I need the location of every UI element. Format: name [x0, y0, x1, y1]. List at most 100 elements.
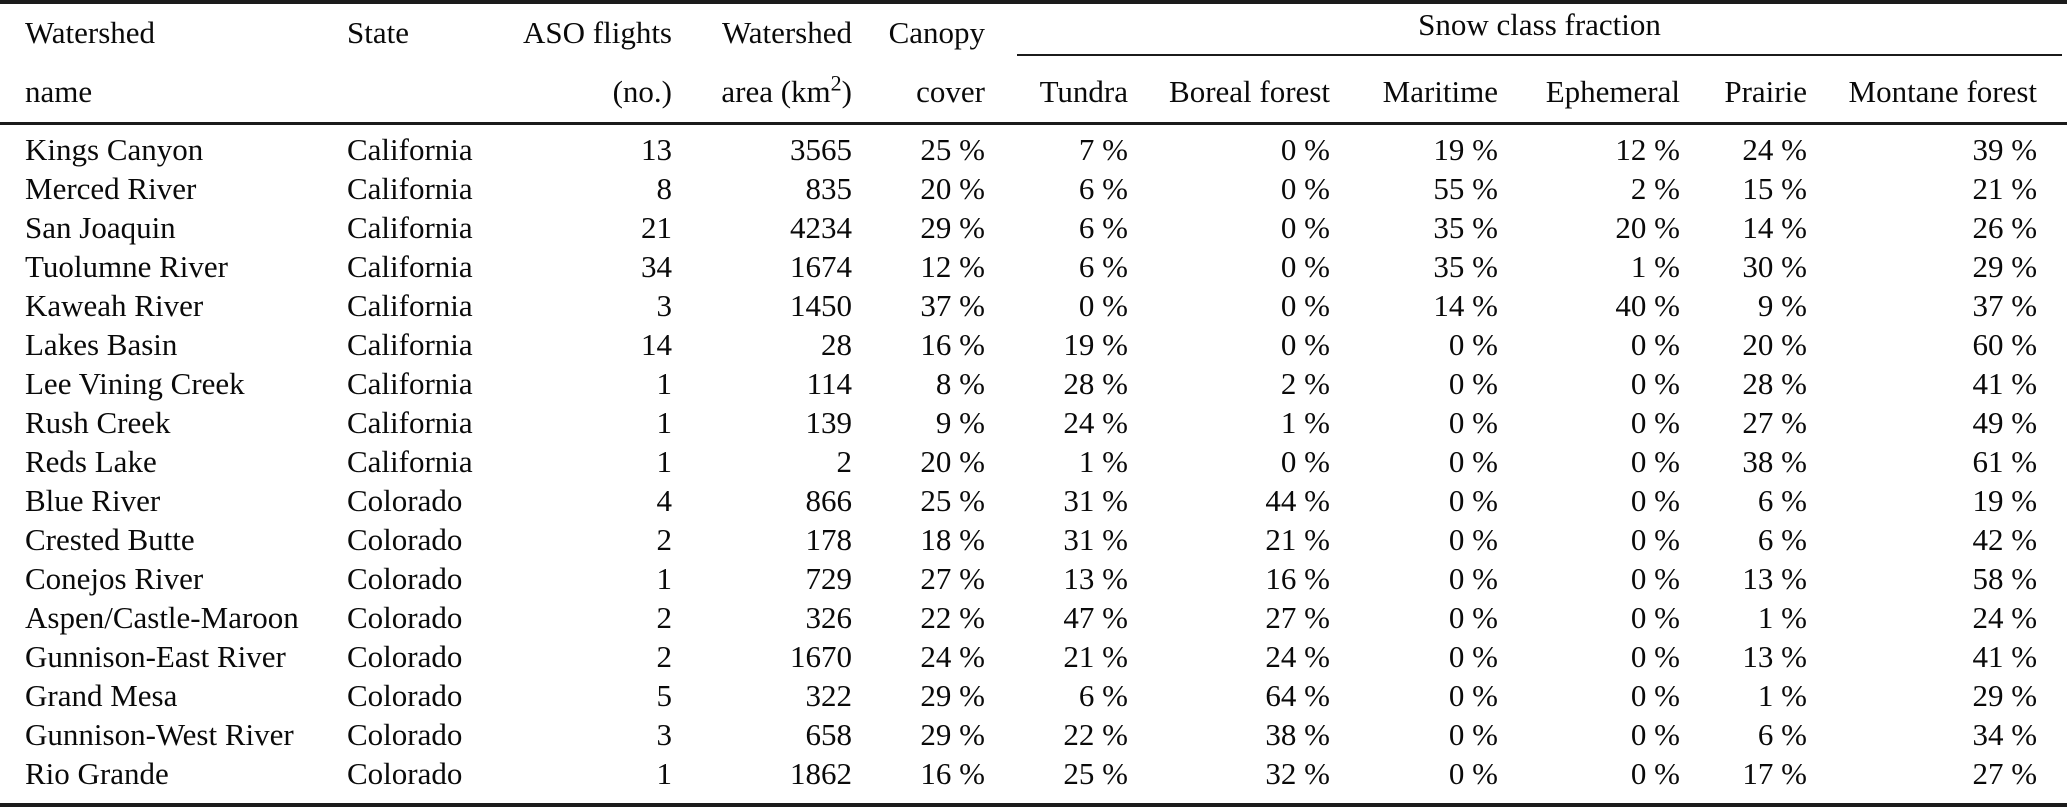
cell-name: Rush Creek: [25, 405, 171, 440]
table-row: Reds Lake California 1 2 20 % 1 % 0 % 0 % 0 % 38 …: [0, 442, 2067, 481]
cell-area: 1670: [790, 639, 852, 674]
cell-montane: 61 %: [1972, 444, 2038, 479]
cell-name: Kaweah River: [25, 288, 204, 323]
header-tundra: Tundra: [985, 60, 1128, 125]
cell-area: 658: [805, 717, 853, 752]
cell-canopy: 25 %: [920, 132, 985, 167]
snow-group-label: Snow class fraction: [1017, 8, 2063, 56]
cell-montane: 41 %: [1972, 639, 2038, 674]
cell-area: 28: [821, 327, 852, 362]
cell-montane: 29 %: [1972, 678, 2038, 713]
cell-montane: 34 %: [1972, 717, 2038, 752]
cell-ephemeral: 0 %: [1630, 561, 1680, 596]
header-prairie: Prairie: [1680, 60, 1807, 125]
table-row: Kings Canyon California 13 3565 25 % 7 % 0 % 19…: [0, 124, 2067, 170]
cell-maritime: 0 %: [1448, 483, 1498, 518]
cell-prairie: 13 %: [1742, 639, 1807, 674]
cell-canopy: 24 %: [920, 639, 985, 674]
header-montane-forest: Montane forest: [1807, 60, 2067, 125]
cell-prairie: 1 %: [1757, 678, 1807, 713]
cell-maritime: 0 %: [1448, 600, 1498, 635]
cell-state: California: [347, 132, 473, 167]
cell-area: 114: [806, 366, 852, 401]
cell-boreal: 2 %: [1280, 366, 1330, 401]
table-row: Lakes Basin California 14 28 16 % 19 % 0 % 0 % 0…: [0, 325, 2067, 364]
cell-prairie: 17 %: [1742, 756, 1807, 791]
cell-boreal: 1 %: [1280, 405, 1330, 440]
cell-tundra: 6 %: [1078, 249, 1128, 284]
cell-ephemeral: 2 %: [1630, 171, 1680, 206]
header-canopy-line2: cover: [852, 60, 985, 125]
table-body: Kings Canyon California 13 3565 25 % 7 % 0 % 19…: [0, 124, 2067, 806]
cell-flights: 1: [656, 405, 673, 440]
cell-tundra: 28 %: [1063, 366, 1128, 401]
cell-maritime: 35 %: [1433, 210, 1498, 245]
table-row: Gunnison-East River Colorado 2 1670 24 % 21 %…: [0, 637, 2067, 676]
header-snow-class-fraction-group: Snow class fraction: [985, 2, 2067, 60]
cell-tundra: 24 %: [1063, 405, 1128, 440]
cell-canopy: 25 %: [920, 483, 985, 518]
header-state: State: [347, 14, 409, 50]
cell-flights: 1: [656, 561, 673, 596]
cell-tundra: 6 %: [1078, 171, 1128, 206]
cell-boreal: 0 %: [1280, 249, 1330, 284]
table-row: Grand Mesa Colorado 5 322 29 % 6 % 64 % 0 % 0 % 1…: [0, 676, 2067, 715]
cell-montane: 27 %: [1972, 756, 2038, 791]
cell-prairie: 28 %: [1742, 366, 1807, 401]
cell-name: Kings Canyon: [25, 132, 204, 167]
cell-flights: 14: [641, 327, 672, 362]
cell-state: California: [347, 327, 473, 362]
cell-canopy: 27 %: [920, 561, 985, 596]
cell-tundra: 6 %: [1078, 210, 1128, 245]
cell-name: Tuolumne River: [25, 249, 228, 284]
cell-boreal: 0 %: [1280, 132, 1330, 167]
cell-canopy: 12 %: [920, 249, 985, 284]
cell-canopy: 29 %: [920, 678, 985, 713]
cell-boreal: 0 %: [1280, 171, 1330, 206]
cell-tundra: 7 %: [1078, 132, 1128, 167]
cell-prairie: 13 %: [1742, 561, 1807, 596]
table-row: Tuolumne River California 34 1674 12 % 6 % 0 %…: [0, 247, 2067, 286]
cell-flights: 1: [656, 366, 673, 401]
cell-montane: 41 %: [1972, 366, 2038, 401]
cell-montane: 19 %: [1972, 483, 2038, 518]
cell-area: 729: [805, 561, 853, 596]
cell-ephemeral: 0 %: [1630, 483, 1680, 518]
cell-tundra: 47 %: [1063, 600, 1128, 635]
cell-ephemeral: 0 %: [1630, 522, 1680, 557]
cell-boreal: 27 %: [1265, 600, 1330, 635]
header-canopy-line1: Canopy: [888, 14, 985, 50]
cell-area: 866: [805, 483, 853, 518]
header-watershed-line2: name: [0, 60, 347, 125]
cell-tundra: 13 %: [1063, 561, 1128, 596]
cell-flights: 1: [656, 444, 673, 479]
cell-state: California: [347, 405, 473, 440]
cell-flights: 34: [641, 249, 672, 284]
cell-area: 4234: [790, 210, 852, 245]
cell-ephemeral: 20 %: [1615, 210, 1680, 245]
cell-canopy: 8 %: [935, 366, 985, 401]
cell-maritime: 0 %: [1448, 561, 1498, 596]
cell-maritime: 0 %: [1448, 444, 1498, 479]
cell-flights: 3: [656, 717, 673, 752]
cell-prairie: 38 %: [1742, 444, 1807, 479]
cell-ephemeral: 12 %: [1615, 132, 1680, 167]
cell-prairie: 15 %: [1742, 171, 1807, 206]
cell-state: Colorado: [347, 561, 463, 596]
cell-ephemeral: 0 %: [1630, 327, 1680, 362]
cell-name: Gunnison-West River: [25, 717, 294, 752]
cell-state: California: [347, 444, 473, 479]
cell-name: Lee Vining Creek: [25, 366, 245, 401]
cell-ephemeral: 0 %: [1630, 600, 1680, 635]
cell-area: 178: [805, 522, 853, 557]
cell-maritime: 35 %: [1433, 249, 1498, 284]
superscript-2: 2: [830, 70, 842, 96]
header-row-2: name (no.) area (km2) cover Tundra Borea…: [0, 60, 2067, 125]
cell-canopy: 37 %: [920, 288, 985, 323]
cell-flights: 2: [656, 522, 673, 557]
cell-tundra: 6 %: [1078, 678, 1128, 713]
header-maritime: Maritime: [1330, 60, 1498, 125]
cell-maritime: 0 %: [1448, 756, 1498, 791]
cell-state: Colorado: [347, 600, 463, 635]
cell-prairie: 20 %: [1742, 327, 1807, 362]
